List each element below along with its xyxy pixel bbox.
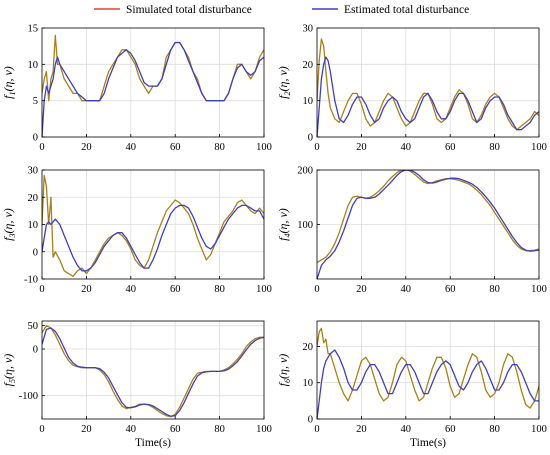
y-tick-label: 100	[297, 220, 313, 231]
y-tick-label: 20	[28, 193, 39, 204]
y-tick-label: 5	[33, 96, 38, 107]
y-axis-label: f4(η, v)	[276, 208, 292, 241]
y-tick-label: 50	[28, 321, 39, 332]
x-tick-label: 20	[81, 284, 92, 295]
x-tick-label: 40	[401, 424, 412, 435]
series-simulated-f5	[42, 325, 264, 418]
y-tick-label: 20	[303, 60, 314, 71]
y-tick-label: 10	[303, 96, 314, 107]
x-tick-label: 100	[531, 142, 547, 153]
series-estimated-f5	[42, 327, 264, 417]
y-tick-label: 10	[28, 60, 39, 71]
y-tick-label: 15	[28, 24, 39, 35]
legend: Simulated total disturbance Estimated to…	[94, 4, 469, 16]
x-tick-label: 80	[214, 142, 225, 153]
x-tick-label: 20	[356, 284, 367, 295]
series-simulated-f6	[317, 327, 539, 409]
x-tick-label: 40	[401, 284, 412, 295]
x-tick-label: 40	[401, 142, 412, 153]
x-tick-label: 60	[170, 424, 181, 435]
y-tick-label: 30	[303, 24, 314, 35]
x-tick-label: 0	[39, 284, 44, 295]
y-tick-label: 10	[303, 378, 314, 389]
y-tick-label: 0	[308, 133, 313, 144]
series-estimated-f1	[42, 41, 264, 137]
subplot-f2: 0 20 40 60 80 100 0 10 20 30 f2(η, v)	[276, 24, 547, 154]
x-tick-label: 80	[489, 424, 500, 435]
x-tick-label: 40	[126, 142, 137, 153]
x-tick-label: 80	[214, 424, 225, 435]
x-tick-label: 0	[314, 424, 319, 435]
subplot-f5: 0 20 40 60 80 100 -100 0 50 f5(η, v) Time(s)	[1, 320, 272, 449]
y-tick-label: 0	[33, 133, 38, 144]
x-tick-label: 80	[214, 284, 225, 295]
axes-frame	[41, 320, 265, 420]
x-tick-label: 100	[531, 424, 547, 435]
series-simulated-f2	[317, 38, 539, 131]
x-tick-label: 20	[356, 424, 367, 435]
y-tick-label: 20	[303, 342, 314, 353]
x-tick-label: 40	[126, 424, 137, 435]
y-axis-label: f6(η, v)	[276, 354, 292, 387]
y-tick-label: 0	[308, 415, 313, 426]
x-tick-label: 0	[39, 424, 44, 435]
series-estimated-f6	[317, 349, 539, 419]
axes-frame	[316, 320, 540, 420]
x-tick-label: 60	[170, 284, 181, 295]
x-tick-label: 20	[81, 424, 92, 435]
y-tick-label: 10	[28, 220, 39, 231]
subplot-f1: 0 20 40 60 80 100 0 5 10 15 f1(η, v)	[1, 24, 272, 154]
x-tick-label: 80	[489, 142, 500, 153]
series-estimated-f2	[317, 56, 539, 137]
x-tick-label: 100	[256, 142, 272, 153]
legend-label-estimated: Estimated total disturbance	[344, 4, 469, 16]
series-estimated-f3	[42, 204, 264, 272]
axes-frame	[41, 27, 265, 138]
x-tick-label: 0	[39, 142, 44, 153]
x-tick-label: 40	[126, 284, 137, 295]
x-tick-label: 20	[356, 142, 367, 153]
x-tick-label: 0	[314, 284, 319, 295]
x-tick-label: 60	[445, 424, 456, 435]
series-estimated-f4	[317, 170, 539, 279]
x-tick-label: 80	[489, 284, 500, 295]
x-axis-label: Time(s)	[410, 437, 446, 449]
x-tick-label: 0	[314, 142, 319, 153]
x-tick-label: 60	[170, 142, 181, 153]
x-tick-label: 100	[256, 284, 272, 295]
x-axis-label: Time(s)	[135, 437, 171, 449]
y-axis-label: f3(η, v)	[1, 208, 17, 241]
y-tick-label: 0	[33, 345, 38, 356]
y-tick-label: 200	[297, 166, 313, 177]
y-tick-label: -10	[24, 275, 38, 286]
y-axis-label: f5(η, v)	[1, 354, 17, 387]
legend-label-simulated: Simulated total disturbance	[126, 4, 252, 16]
subplot-f4: 0 20 40 60 80 100 100 200 f4(η, v)	[276, 166, 547, 296]
axes-frame	[316, 27, 540, 138]
x-tick-label: 100	[256, 424, 272, 435]
series-simulated-f4	[317, 170, 539, 264]
y-tick-label: 0	[33, 247, 38, 258]
x-tick-label: 60	[445, 284, 456, 295]
y-tick-label: -100	[19, 391, 38, 402]
series-simulated-f3	[42, 174, 264, 277]
y-axis-label: f2(η, v)	[276, 66, 292, 99]
x-tick-label: 20	[81, 142, 92, 153]
x-tick-label: 60	[445, 142, 456, 153]
subplot-f6: 0 20 40 60 80 100 0 10 20 f6(η, v) Time(s)	[276, 320, 547, 449]
y-tick-label: 30	[28, 166, 39, 177]
y-axis-label: f1(η, v)	[1, 66, 17, 99]
x-tick-label: 100	[531, 284, 547, 295]
